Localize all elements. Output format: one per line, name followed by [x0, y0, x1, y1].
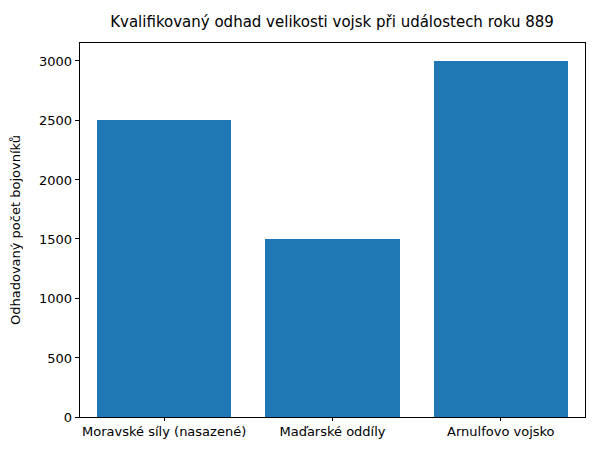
y-axis-label: Odhadovaný počet bojovníků: [8, 42, 23, 418]
x-tick-mark: [164, 417, 165, 421]
bar-chart-figure: Kvalifikovaný odhad velikosti vojsk při …: [0, 0, 613, 457]
y-tick-label: 500: [47, 350, 72, 365]
x-tick-label: Maďarské oddíly: [279, 424, 385, 439]
y-tick-label: 2500: [39, 113, 72, 128]
bar: [434, 61, 569, 417]
y-tick-mark: [75, 357, 79, 358]
y-tick-mark: [75, 60, 79, 61]
x-tick-label: Moravské síly (nasazené): [82, 424, 246, 439]
x-tick-mark: [332, 417, 333, 421]
bar: [265, 239, 400, 417]
y-tick-label: 1500: [39, 231, 72, 246]
y-tick-mark: [75, 120, 79, 121]
y-tick-mark: [75, 238, 79, 239]
plot-area: 050010001500200025003000Moravské síly (n…: [79, 42, 586, 418]
y-tick-mark: [75, 179, 79, 180]
chart-title: Kvalifikovaný odhad velikosti vojsk při …: [110, 13, 554, 31]
x-tick-label: Arnulfovo vojsko: [447, 424, 554, 439]
y-tick-label: 3000: [39, 53, 72, 68]
y-tick-label: 2000: [39, 172, 72, 187]
y-tick-label: 1000: [39, 291, 72, 306]
bar: [97, 120, 232, 417]
x-tick-mark: [500, 417, 501, 421]
y-tick-mark: [75, 417, 79, 418]
y-tick-label: 0: [64, 410, 72, 425]
y-tick-mark: [75, 298, 79, 299]
